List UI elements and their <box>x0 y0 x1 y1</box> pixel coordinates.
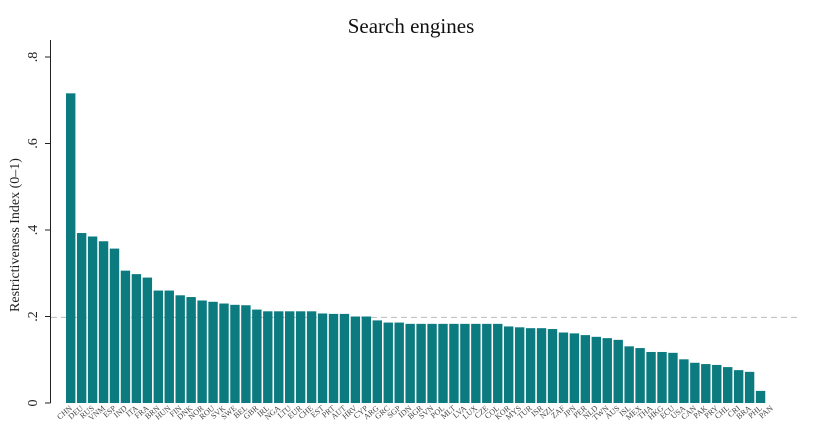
bar-mex <box>635 348 645 403</box>
bar-vnm <box>98 241 109 403</box>
bar-ecu <box>668 352 678 403</box>
bar-dnk <box>186 297 196 403</box>
y-axis-ticks: 0 .2 .4 .6 .8 <box>26 52 51 407</box>
bar-pol <box>438 323 448 403</box>
bar-cri <box>733 370 744 403</box>
bar-phl <box>755 390 766 403</box>
bar-che <box>306 311 317 403</box>
bar-bel <box>241 305 251 403</box>
bar-nga <box>274 311 284 403</box>
bar-lux <box>471 323 481 403</box>
bar-idn <box>405 323 415 403</box>
bar-isl <box>624 346 634 403</box>
bar-hun <box>164 290 174 403</box>
bar-per <box>580 335 591 403</box>
bar-ltu <box>285 311 295 403</box>
bar-col <box>493 323 503 403</box>
bar-twn <box>602 338 612 404</box>
bar-esp <box>109 248 120 403</box>
bar-ind <box>120 270 131 403</box>
bar-sgp <box>394 322 404 403</box>
bar-pak <box>701 364 711 403</box>
bar-can <box>690 362 700 403</box>
bar-brn <box>153 290 163 403</box>
y-tick-label: .2 <box>26 311 41 322</box>
bar-usa <box>679 359 689 403</box>
bar-hkg <box>657 351 667 403</box>
bar-nzl <box>547 329 558 403</box>
bar-prt <box>328 313 339 403</box>
bar-zaf <box>558 332 569 403</box>
bar-aus <box>613 339 623 403</box>
bar-fin <box>175 295 185 403</box>
bar-lva <box>460 323 470 403</box>
bar-bgr <box>416 323 426 403</box>
bar-rou <box>208 301 218 403</box>
bar-arg <box>372 320 382 403</box>
bar-chn <box>66 93 76 403</box>
bar-svk <box>219 303 229 403</box>
bar-aut <box>339 313 350 403</box>
bar-cze <box>482 323 492 403</box>
y-tick-label: 0 <box>26 400 41 407</box>
bar-isr <box>536 328 547 403</box>
y-tick-label: .4 <box>26 225 41 236</box>
bar-mlt <box>449 323 459 403</box>
bar-jpn <box>569 333 580 403</box>
bar-pry <box>712 364 722 403</box>
bar-ita <box>131 274 142 403</box>
bar-fra <box>142 277 153 403</box>
bar-irl <box>263 311 273 403</box>
bar-bra <box>744 371 755 403</box>
bar-chl <box>723 367 733 403</box>
bar-rus <box>87 236 98 403</box>
chart-title: Search engines <box>348 14 475 38</box>
bar-swe <box>230 304 240 403</box>
bar-eur <box>295 311 306 403</box>
bar-svn <box>427 323 437 403</box>
y-axis-label: Restrictiveness Index (0–1) <box>8 158 23 312</box>
y-tick-label: .6 <box>26 138 41 149</box>
bar-kor <box>504 326 514 403</box>
x-axis-ticks: CHNDEURUSVNMESPINDITAFRABRNHUNFINDNKNORR… <box>55 403 775 422</box>
bars <box>66 93 766 404</box>
bar-deu <box>76 233 87 403</box>
y-tick-label: .8 <box>26 52 41 63</box>
bar-tur <box>525 328 536 403</box>
bar-nor <box>197 300 207 403</box>
bar-grc <box>383 322 393 403</box>
bar-mys <box>514 327 525 403</box>
bar-nld <box>591 336 601 403</box>
bar-tha <box>646 351 656 403</box>
bar-cyp <box>361 316 372 403</box>
bar-gbr <box>252 309 262 403</box>
bar-est <box>317 313 328 403</box>
bar-hrv <box>350 316 361 403</box>
